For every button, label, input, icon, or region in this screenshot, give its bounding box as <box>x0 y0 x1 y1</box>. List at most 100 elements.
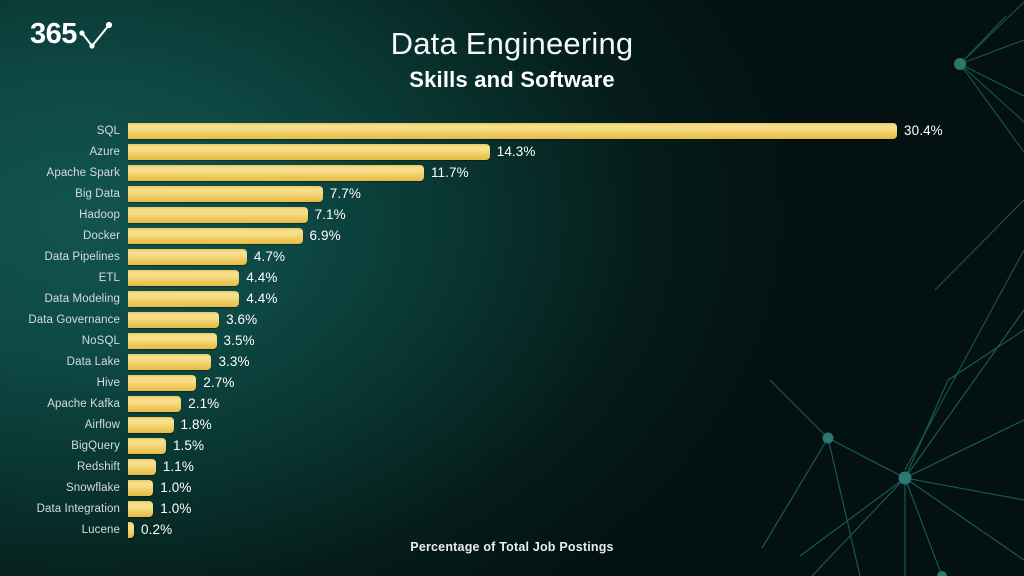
bar-category-label: Hive <box>96 376 120 389</box>
bar[interactable] <box>128 521 134 538</box>
bar-value-label: 7.1% <box>314 207 346 222</box>
bar-track: 2.7% <box>128 372 1024 393</box>
bar-category-label: Airflow <box>84 418 120 431</box>
bar-value-label: 30.4% <box>904 123 943 138</box>
bar-value-label: 4.4% <box>246 270 278 285</box>
bar-track: 7.1% <box>128 204 1024 225</box>
bar-track: 1.5% <box>128 435 1024 456</box>
bar[interactable] <box>128 143 490 160</box>
bar[interactable] <box>128 290 240 307</box>
bar-track: 1.0% <box>128 498 1024 519</box>
bar-value-label: 1.0% <box>160 501 192 516</box>
title-block: Data Engineering Skills and Software <box>0 26 1024 93</box>
bar-row: SQL 30.4% <box>0 120 1024 141</box>
bar-category-label: Snowflake <box>66 481 120 494</box>
bar-value-label: 1.0% <box>160 480 192 495</box>
bar-row: Redshift 1.1% <box>0 456 1024 477</box>
bar[interactable] <box>128 206 308 223</box>
bar-track: 3.6% <box>128 309 1024 330</box>
bar-value-label: 1.1% <box>162 459 194 474</box>
bar[interactable] <box>128 311 220 328</box>
bar-track: 4.4% <box>128 267 1024 288</box>
bar-value-label: 2.7% <box>203 375 235 390</box>
bar[interactable] <box>128 185 323 202</box>
data-points-checkmark-icon <box>79 21 112 49</box>
bar-category-label: Azure <box>89 145 120 158</box>
bar-value-label: 4.4% <box>246 291 278 306</box>
bar-track: 3.3% <box>128 351 1024 372</box>
bar-category-label: Lucene <box>81 523 120 536</box>
bar-value-label: 1.5% <box>172 438 205 453</box>
bar-category-label: Data Modeling <box>44 292 120 305</box>
bar-row: Lucene 0.2% <box>0 519 1024 540</box>
bar-track: 0.2% <box>128 519 1024 540</box>
bar-track: 2.1% <box>128 393 1024 414</box>
bar-track: 4.4% <box>128 288 1024 309</box>
bar-category-label: Data Lake <box>66 355 120 368</box>
bar-category-label: Data Governance <box>28 313 120 326</box>
bar-category-label: Apache Kafka <box>47 397 120 410</box>
bar-row: Apache Spark 11.7% <box>0 162 1024 183</box>
bar[interactable] <box>128 500 154 517</box>
brand-logo: 365 <box>30 20 113 51</box>
bar-value-label: 3.5% <box>223 333 255 348</box>
bar-category-label: BigQuery <box>71 439 120 452</box>
bar[interactable] <box>128 248 247 265</box>
bar[interactable] <box>128 332 217 349</box>
bar-category-label: Apache Spark <box>46 166 120 179</box>
bar-value-label: 1.8% <box>180 417 212 432</box>
bar-row: Azure 14.3% <box>0 141 1024 162</box>
bar-category-label: ETL <box>98 271 120 284</box>
bar-category-label: Redshift <box>77 460 120 473</box>
bar-row: ETL 4.4% <box>0 267 1024 288</box>
page-subtitle: Skills and Software <box>409 66 615 92</box>
bar-value-label: 3.3% <box>218 354 250 369</box>
bar-track: 30.4% <box>128 120 1024 141</box>
bar[interactable] <box>128 416 174 433</box>
bar[interactable] <box>128 374 197 391</box>
bar-row: BigQuery 1.5% <box>0 435 1024 456</box>
bar[interactable] <box>128 269 240 286</box>
bar-category-label: NoSQL <box>81 334 120 347</box>
x-axis-label: Percentage of Total Job Postings <box>410 540 614 554</box>
bar-row: Hive 2.7% <box>0 372 1024 393</box>
logo-text: 365 <box>30 18 77 50</box>
bar-row: Snowflake 1.0% <box>0 477 1024 498</box>
bar-row: Hadoop 7.1% <box>0 204 1024 225</box>
bar-track: 4.7% <box>128 246 1024 267</box>
bar[interactable] <box>128 479 154 496</box>
bar[interactable] <box>128 122 897 139</box>
bar-track: 1.0% <box>128 477 1024 498</box>
bar-track: 1.8% <box>128 414 1024 435</box>
bar-value-label: 7.7% <box>329 186 361 201</box>
bar-track: 6.9% <box>128 225 1024 246</box>
bar-category-label: Big Data <box>75 187 120 200</box>
bar-row: Data Lake 3.3% <box>0 351 1024 372</box>
bar-track: 7.7% <box>128 183 1024 204</box>
bar[interactable] <box>128 395 182 412</box>
bar[interactable] <box>128 353 212 370</box>
bar-category-label: SQL <box>96 124 120 137</box>
bar-track: 1.1% <box>128 456 1024 477</box>
bar-value-label: 4.7% <box>253 249 286 264</box>
bar-row: Docker 6.9% <box>0 225 1024 246</box>
bar-value-label: 3.6% <box>226 312 258 327</box>
bar-value-label: 11.7% <box>430 165 469 180</box>
bar-category-label: Data Integration <box>36 502 120 515</box>
bar-category-label: Docker <box>82 229 120 242</box>
bar-row: Data Pipelines 4.7% <box>0 246 1024 267</box>
bar-row: Data Governance 3.6% <box>0 309 1024 330</box>
bar-row: NoSQL 3.5% <box>0 330 1024 351</box>
bar-track: 11.7% <box>128 162 1024 183</box>
bar-row: Data Modeling 4.4% <box>0 288 1024 309</box>
bar-value-label: 0.2% <box>141 522 173 537</box>
bar[interactable] <box>128 164 424 181</box>
bar[interactable] <box>128 437 166 454</box>
bar[interactable] <box>128 458 156 475</box>
bar-row: Apache Kafka 2.1% <box>0 393 1024 414</box>
bar-track: 3.5% <box>128 330 1024 351</box>
bar[interactable] <box>128 227 303 244</box>
bar-value-label: 14.3% <box>496 144 536 159</box>
bar-row: Big Data 7.7% <box>0 183 1024 204</box>
